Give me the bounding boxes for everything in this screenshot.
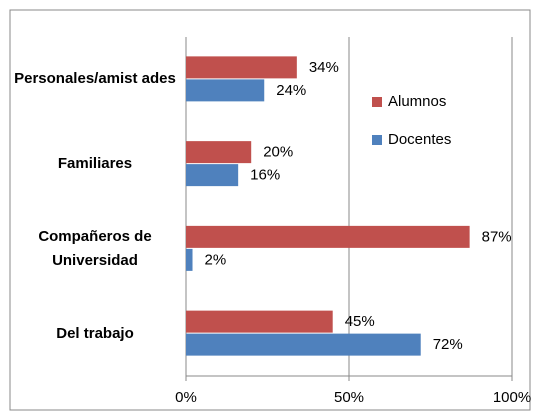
y-tick-label: Personales/amist ades [14,70,176,88]
legend-swatch [372,135,382,145]
data-label: 45% [345,313,375,330]
data-label: 16% [250,167,280,184]
bar [186,225,470,248]
data-label: 87% [482,228,512,245]
bar [186,164,239,187]
x-tick-label: 0% [175,389,197,406]
data-label: 34% [309,59,339,76]
data-label: 24% [276,82,306,99]
legend-swatch [372,97,382,107]
legend-label: Alumnos [388,93,446,110]
bar [186,79,265,102]
legend-label: Docentes [388,131,451,148]
x-tick-label: 100% [493,389,531,406]
y-tick-label: Del trabajo [56,324,134,342]
bar [186,141,252,164]
data-label: 20% [263,144,293,161]
bar [186,310,333,333]
x-tick-label: 50% [334,389,364,406]
data-label: 72% [433,336,463,353]
data-label: 2% [205,251,227,268]
bar [186,248,193,271]
y-tick-label: Familiares [57,155,133,173]
bar [186,56,297,79]
y-tick-label: Compañeros de Universidad [38,227,152,269]
bar [186,333,421,356]
